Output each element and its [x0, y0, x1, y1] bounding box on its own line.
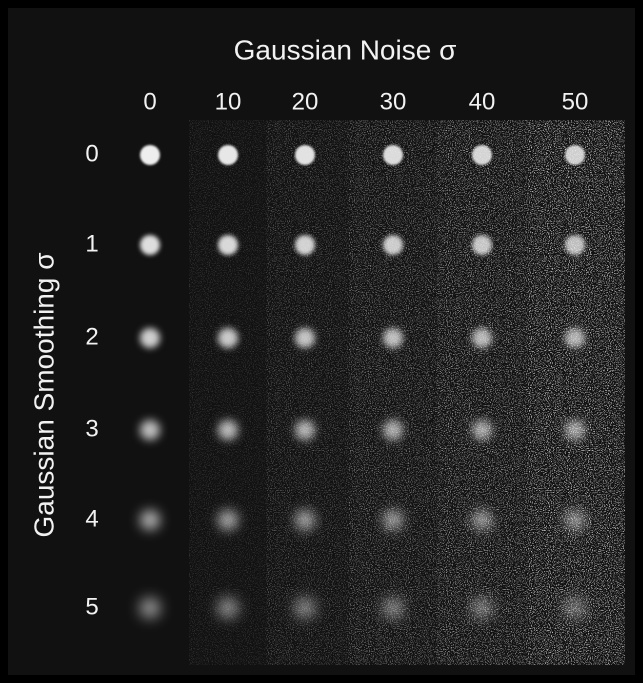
blob	[218, 235, 238, 255]
column-label: 40	[469, 88, 496, 115]
blob	[140, 145, 160, 165]
blob	[295, 145, 315, 165]
blob	[383, 145, 403, 165]
blob	[140, 510, 160, 530]
blob	[218, 328, 238, 348]
column-label: 50	[562, 88, 589, 115]
column-label: 30	[380, 88, 407, 115]
row-label: 4	[85, 505, 98, 532]
row-label: 0	[85, 140, 98, 167]
blob	[472, 598, 492, 618]
blob	[295, 328, 315, 348]
row-label: 2	[85, 323, 98, 350]
noise-strip	[267, 120, 350, 665]
blob	[218, 598, 238, 618]
blob	[472, 235, 492, 255]
blob	[472, 145, 492, 165]
blob	[565, 420, 585, 440]
y-label: Gaussian Smoothing σ	[28, 253, 59, 538]
column-label: 10	[215, 88, 242, 115]
noise-strip	[438, 120, 529, 665]
blob	[218, 510, 238, 530]
row-label: 5	[85, 593, 98, 620]
blob	[472, 420, 492, 440]
image-grid	[120, 120, 625, 665]
blob	[218, 420, 238, 440]
blob	[218, 145, 238, 165]
blob	[140, 598, 160, 618]
blob	[383, 235, 403, 255]
blob	[140, 420, 160, 440]
blob	[472, 328, 492, 348]
blob	[565, 328, 585, 348]
blob	[295, 235, 315, 255]
blob	[295, 510, 315, 530]
column-label: 0	[143, 88, 156, 115]
blob	[295, 420, 315, 440]
blob	[140, 235, 160, 255]
blob	[565, 235, 585, 255]
blob	[565, 145, 585, 165]
column-label: 20	[292, 88, 319, 115]
row-label: 1	[85, 230, 98, 257]
blob	[140, 328, 160, 348]
blob	[472, 510, 492, 530]
figure: Gaussian Noise σ Gaussian Smoothing σ 0 1…	[0, 0, 643, 683]
title: Gaussian Noise σ	[234, 34, 457, 65]
blob	[565, 510, 585, 530]
blob	[383, 420, 403, 440]
noise-strip	[349, 120, 438, 665]
noise-strip	[529, 120, 626, 665]
blob	[383, 510, 403, 530]
blob	[383, 328, 403, 348]
row-label: 3	[85, 415, 98, 442]
noise-strip	[189, 120, 267, 665]
blob	[295, 598, 315, 618]
blob	[383, 598, 403, 618]
blob	[565, 598, 585, 618]
